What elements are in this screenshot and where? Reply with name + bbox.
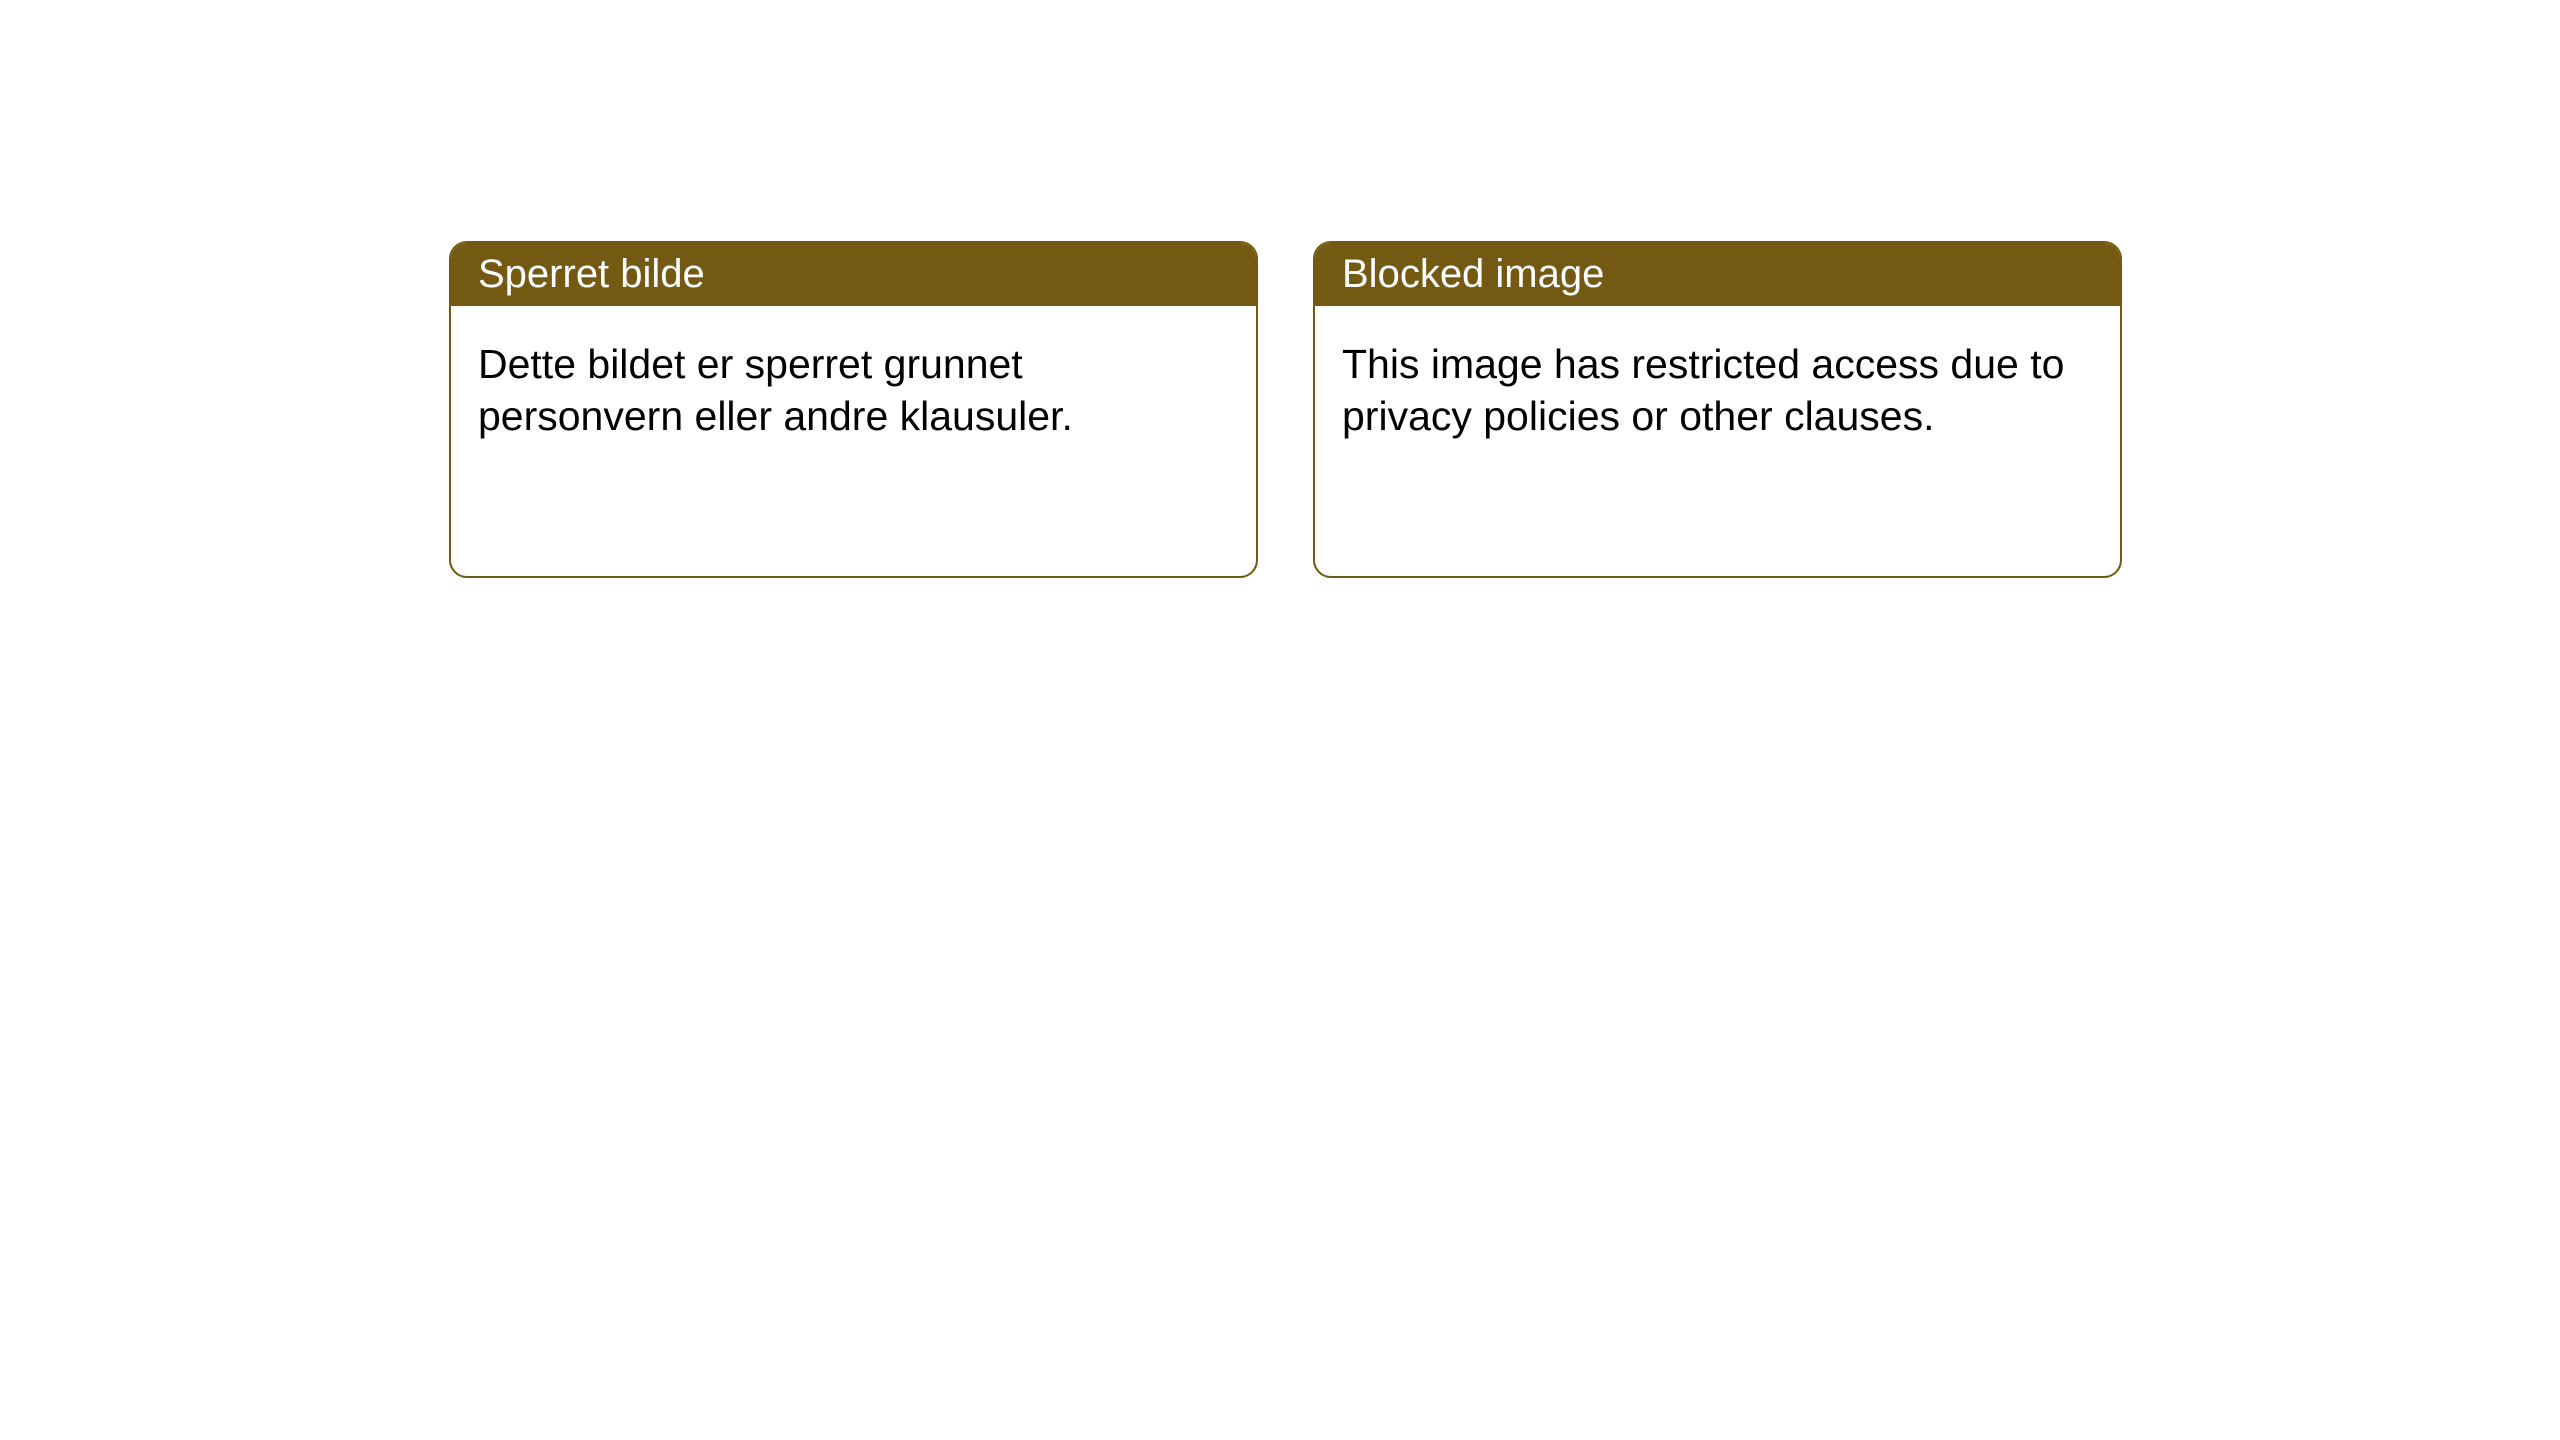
notice-body: This image has restricted access due to … bbox=[1315, 306, 2120, 475]
notice-card-norwegian: Sperret bilde Dette bildet er sperret gr… bbox=[449, 241, 1258, 578]
notice-title: Blocked image bbox=[1342, 252, 1604, 296]
notice-title: Sperret bilde bbox=[478, 252, 705, 296]
notice-header: Sperret bilde bbox=[451, 243, 1256, 306]
notice-card-english: Blocked image This image has restricted … bbox=[1313, 241, 2122, 578]
notice-text: Dette bildet er sperret grunnet personve… bbox=[478, 341, 1073, 439]
notice-container: Sperret bilde Dette bildet er sperret gr… bbox=[0, 0, 2560, 578]
notice-body: Dette bildet er sperret grunnet personve… bbox=[451, 306, 1256, 475]
notice-header: Blocked image bbox=[1315, 243, 2120, 306]
notice-text: This image has restricted access due to … bbox=[1342, 341, 2064, 439]
